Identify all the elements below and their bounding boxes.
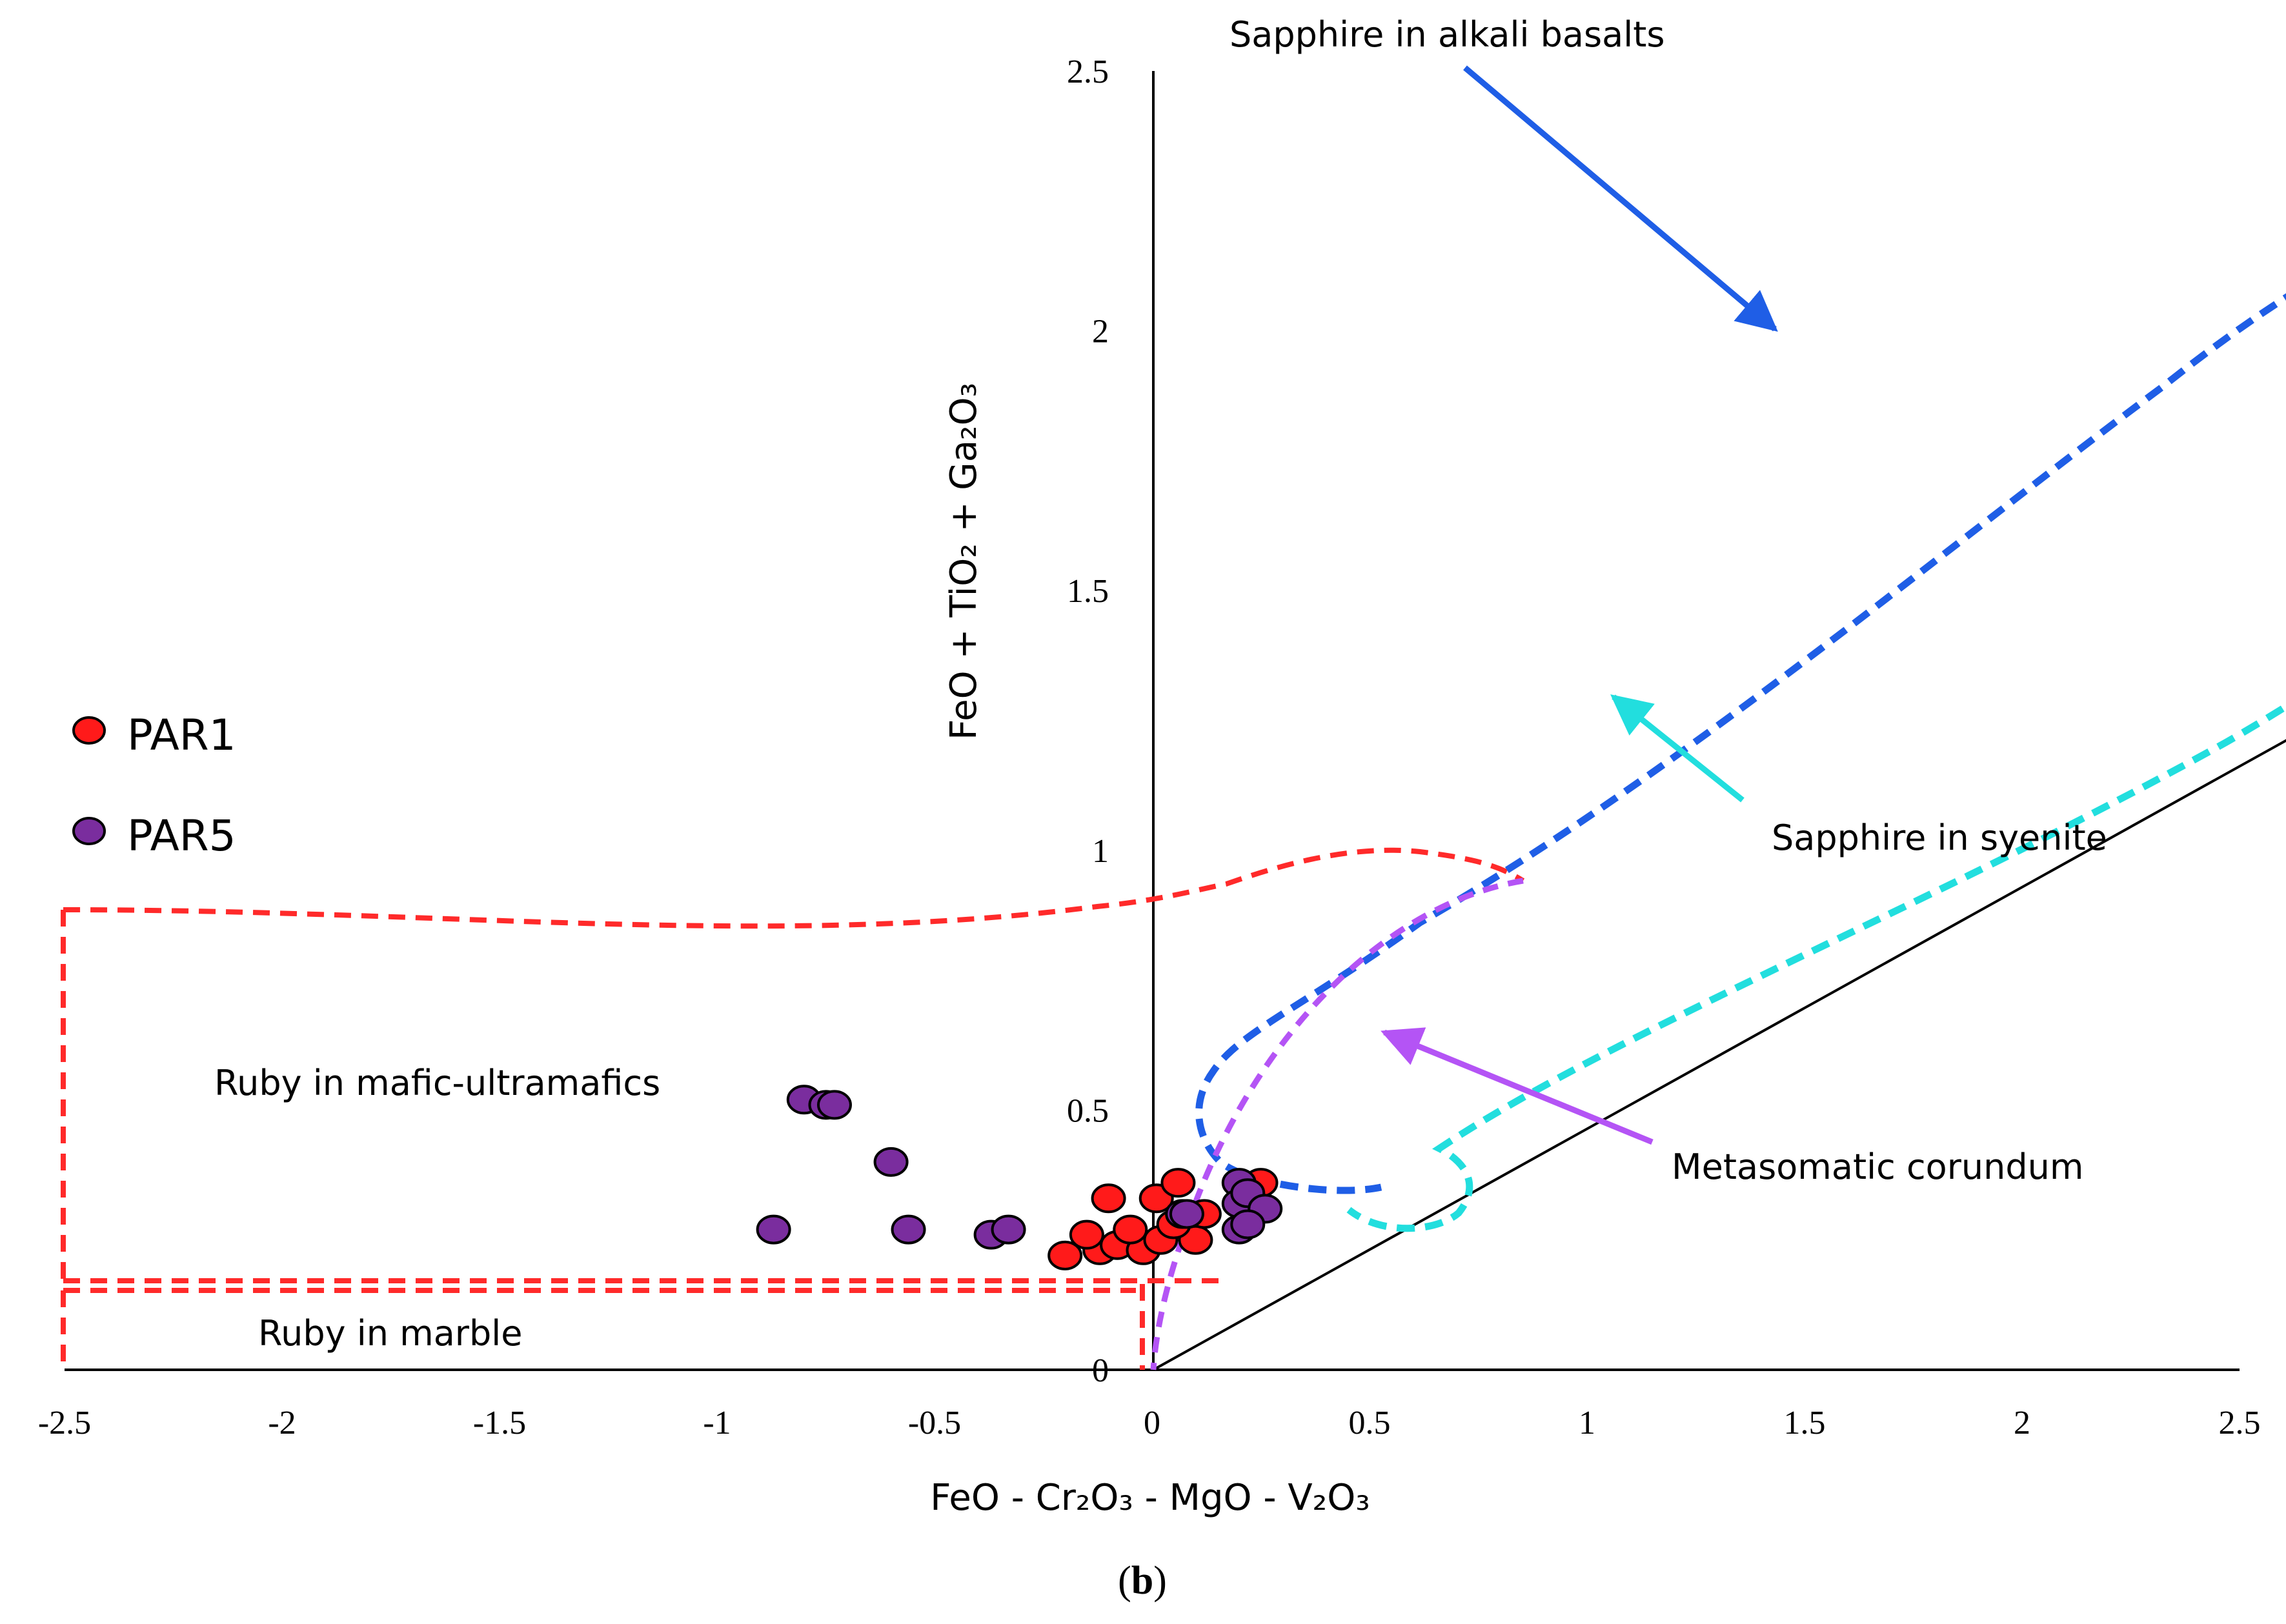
data-points <box>756 1085 1283 1270</box>
data-point-par5 <box>891 1214 926 1245</box>
y-tick-labels: 0 0.5 1 1.5 2 2.5 <box>1067 54 1109 1389</box>
data-point-par5 <box>756 1214 791 1245</box>
y-tick-label: 0 <box>1092 1352 1109 1389</box>
data-point-par1 <box>1113 1214 1148 1245</box>
x-tick-label: -1.5 <box>473 1405 526 1441</box>
y-tick-label: 0.5 <box>1067 1092 1109 1129</box>
basalt-field-boundary <box>1195 293 2286 1194</box>
y-tick-label: 1.5 <box>1067 573 1109 610</box>
x-tick-label: 0.5 <box>1349 1405 1391 1441</box>
x-tick-label: 0 <box>1144 1405 1160 1441</box>
x-tick-label: 1 <box>1579 1405 1595 1441</box>
metasomatic-arrow <box>1381 1027 1654 1145</box>
label-ruby-mafic: Ruby in mafic-ultramafics <box>214 1063 660 1103</box>
x-tick-label: -1 <box>703 1405 731 1441</box>
metasomatic-field-boundary <box>1150 877 1524 1370</box>
x-tick-label: 1.5 <box>1784 1405 1826 1441</box>
label-metasomatic: Metasomatic corundum <box>1672 1147 2083 1187</box>
syenite-arrow <box>1610 694 1745 803</box>
x-tick-label: 2.5 <box>2219 1405 2261 1441</box>
label-ruby-marble: Ruby in marble <box>258 1313 523 1354</box>
y-tick-label: 1 <box>1092 833 1109 870</box>
data-point-par5 <box>1169 1199 1204 1229</box>
x-tick-label: -2.5 <box>38 1405 91 1441</box>
data-point-par1 <box>1091 1183 1126 1214</box>
x-tick-label: -0.5 <box>908 1405 961 1441</box>
panel-label: (b) <box>1118 1559 1167 1603</box>
data-point-par1 <box>1160 1168 1196 1198</box>
y-axis-title: FeO + TiO₂ + Ga₂O₃ <box>943 383 985 740</box>
y-tick-label: 2.5 <box>1067 54 1109 90</box>
ruby-marble-field-boundary <box>61 1278 1223 1370</box>
legend: PAR1 PAR5 <box>72 710 236 861</box>
legend-marker-par5 <box>72 817 106 845</box>
basalt-arrow <box>1463 65 1778 332</box>
x-tick-labels: -2.5 -2 -1.5 -1 -0.5 0 0.5 1 1.5 2 2.5 <box>38 1405 2261 1441</box>
syenite-field-boundary <box>1346 702 2286 1232</box>
legend-label-par5: PAR5 <box>127 811 236 861</box>
data-point-par5 <box>873 1147 909 1177</box>
x-axis-title: FeO - Cr₂O₃ - MgO - V₂O₃ <box>930 1477 1370 1519</box>
x-tick-label: -2 <box>268 1405 296 1441</box>
data-point-par5 <box>991 1214 1026 1245</box>
y-tick-label: 2 <box>1092 314 1109 350</box>
label-sapphire-syenite: Sapphire in syenite <box>1772 817 2107 858</box>
ruby-mafic-field-boundary <box>61 847 1525 1281</box>
data-point-par5 <box>1230 1209 1266 1239</box>
panel-letter: b <box>1131 1559 1153 1603</box>
data-point-par1 <box>1069 1219 1104 1250</box>
data-point-par5 <box>816 1090 852 1120</box>
label-sapphire-basalts: Sapphire in alkali basalts <box>1229 14 1665 55</box>
legend-label-par1: PAR1 <box>127 710 236 760</box>
one-to-one-line <box>1153 739 2286 1371</box>
legend-marker-par1 <box>72 716 106 745</box>
x-tick-label: 2 <box>2014 1405 2030 1441</box>
data-point-par1 <box>1047 1240 1083 1270</box>
